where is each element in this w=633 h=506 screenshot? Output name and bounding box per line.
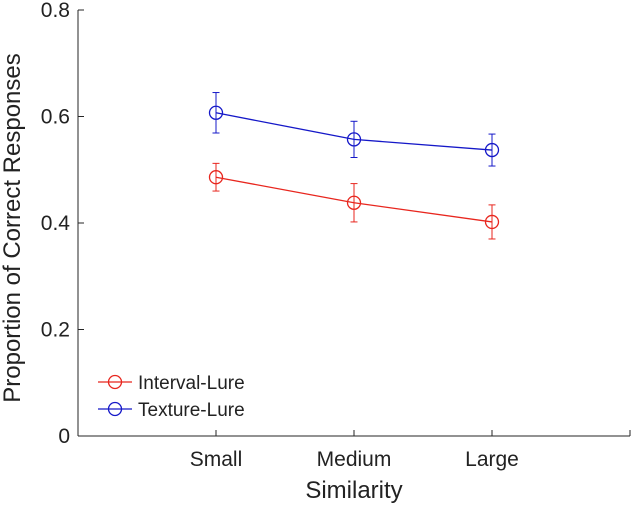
y-tick-label: 0.8 (41, 0, 70, 22)
legend-item: Interval-Lure (98, 373, 245, 394)
data-point (208, 170, 224, 185)
y-axis-title: Proportion of Correct Responses (0, 53, 26, 403)
data-point (208, 105, 224, 120)
data-point (346, 195, 362, 210)
legend-label: Interval-Lure (138, 373, 245, 394)
legend: Interval-Lure Texture-Lure (98, 373, 245, 421)
x-axis-title: Similarity (305, 477, 402, 504)
series-layer (208, 92, 500, 240)
data-point (484, 214, 500, 230)
y-tick-label: 0.6 (41, 106, 70, 129)
y-tick-label: 0.2 (41, 319, 70, 342)
series-texture-lure (208, 92, 500, 167)
y-axis-ticks: 0 0.2 0.4 0.6 0.8 (41, 0, 84, 448)
legend-label: Texture-Lure (138, 400, 245, 421)
data-point (484, 142, 500, 158)
x-tick-label: Large (465, 448, 519, 471)
legend-marker (107, 374, 123, 390)
y-tick-label: 0 (58, 425, 70, 448)
legend-marker (107, 401, 123, 417)
series-interval-lure (208, 162, 500, 240)
legend-item: Texture-Lure (98, 400, 245, 421)
x-tick-label: Medium (317, 448, 392, 471)
x-axis-ticks: Small Medium Large (190, 430, 631, 471)
y-tick-label: 0.4 (41, 212, 71, 235)
data-point (346, 132, 362, 147)
x-tick-label: Small (190, 448, 243, 471)
